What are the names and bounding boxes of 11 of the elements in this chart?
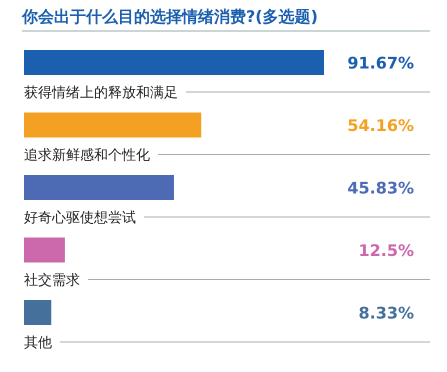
y-tick-label: 其他 [24,335,52,351]
y-tick-label: 社交需求 [24,272,80,288]
y-tick-label: 追求新鲜感和个性化 [24,148,150,164]
data-label: 12.5% [358,241,414,260]
data-label: 54.16% [347,116,414,135]
y-tick-label: 好奇心驱使想尝试 [24,210,136,226]
y-tick-label: 获得情绪上的释放和满足 [24,85,178,101]
data-label: 8.33% [358,304,414,322]
data-label: 45.83% [347,178,414,198]
data-label: 91.67% [347,54,414,72]
chart-title: 你会出于什么目的选择情绪消费?(多选题) [21,7,318,26]
